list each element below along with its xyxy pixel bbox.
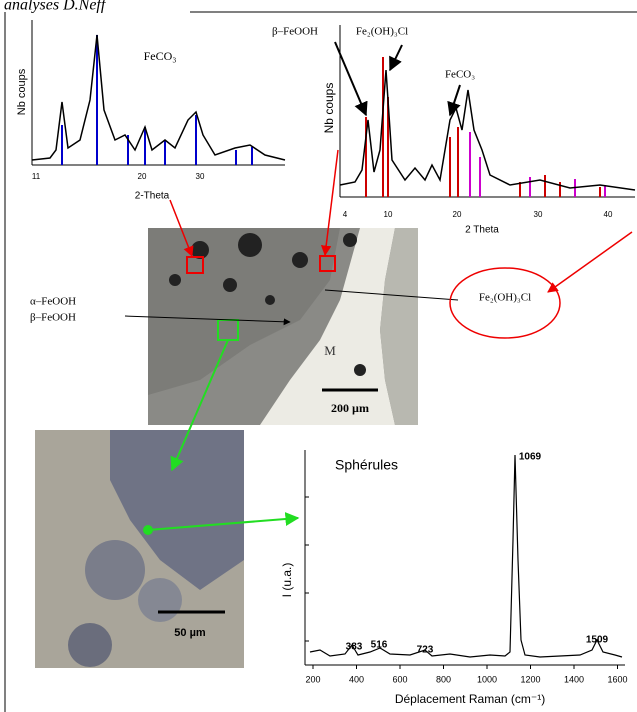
x-tick: 40 — [604, 210, 613, 219]
phase-label: β–FeOOH — [30, 312, 76, 324]
dark-region — [110, 430, 244, 590]
micrograph-large: M 200 µm — [148, 228, 418, 425]
scale-label: 200 µm — [331, 401, 369, 415]
diffractogram — [31, 34, 286, 161]
y-label: Nb coups — [322, 83, 336, 134]
arrow — [147, 512, 300, 531]
phase-label: α–FeOOH — [30, 296, 76, 308]
raman-spectrum: Sphérules I (u.a.) 1069 383 516 723 1509… — [280, 450, 628, 706]
arrow — [124, 315, 291, 326]
peak-label: 1069 — [519, 452, 542, 463]
arrow — [389, 44, 403, 72]
spherule — [85, 540, 145, 600]
micrograph-small: 50 µm — [35, 430, 244, 668]
xrd-right: Nb coups β–FeOOH Fe₂(OH)₃Cl FeCO₃ 4 10 2… — [272, 25, 636, 236]
reference-lines — [469, 132, 606, 197]
peak-label: FeCO₃ — [445, 69, 475, 81]
reference-lines — [365, 57, 601, 197]
x-tick: 30 — [534, 210, 543, 219]
reference-lines — [61, 35, 253, 165]
x-tick: 800 — [436, 674, 451, 684]
arrow — [547, 231, 633, 293]
compound: FeCO₃ — [144, 49, 177, 63]
xrd-left: Nb coups FeCO₃ 11 20 30 2-Theta — [16, 20, 286, 202]
outer-layer — [380, 228, 418, 425]
arrow — [169, 199, 194, 257]
x-tick: 600 — [392, 674, 407, 684]
arrow — [447, 84, 461, 117]
x-tick: 20 — [453, 210, 462, 219]
x-tick: 30 — [196, 172, 205, 181]
x-tick: 400 — [349, 674, 364, 684]
x-tick: 1600 — [607, 674, 627, 684]
region-marker — [186, 256, 204, 274]
x-tick: 10 — [384, 210, 393, 219]
metal-label: M — [324, 343, 336, 358]
y-label: I (u.a.) — [280, 563, 294, 598]
peak-label: β–FeOOH — [272, 26, 318, 38]
y-ticks — [305, 496, 309, 642]
x-tick: 1000 — [477, 674, 497, 684]
peak-label: 723 — [417, 645, 434, 656]
leader-line — [324, 289, 459, 301]
phase-label: Fe₂(OH)₃Cl — [479, 292, 531, 304]
diffractogram — [339, 69, 636, 191]
x-tick: 1200 — [520, 674, 540, 684]
highlight-ellipse — [449, 267, 561, 339]
x-label: 2-Theta — [135, 191, 170, 202]
spectrum — [309, 454, 623, 658]
header: analyses D.Neff — [4, 0, 108, 14]
title: Sphérules — [335, 457, 398, 473]
scale-label: 50 µm — [174, 627, 206, 639]
y-label: Nb coups — [16, 68, 28, 115]
x-tick: 200 — [305, 674, 320, 684]
x-label: Déplacement Raman (cm⁻¹) — [395, 692, 545, 706]
peak-label: 383 — [346, 642, 363, 653]
corrosion-layer — [148, 228, 340, 395]
arrow — [334, 41, 368, 117]
x-tick: 11 — [32, 172, 41, 181]
arrow — [170, 339, 229, 472]
peak-label: 1509 — [586, 635, 609, 646]
x-tick: 1400 — [564, 674, 584, 684]
spherule — [68, 623, 112, 667]
peak-label: Fe₂(OH)₃Cl — [356, 26, 408, 38]
spherule — [138, 578, 182, 622]
x-tick: 4 — [343, 210, 348, 219]
x-tick: 20 — [138, 172, 147, 181]
x-label: 2 Theta — [465, 225, 499, 236]
peak-label: 516 — [371, 640, 388, 651]
arrow — [320, 149, 339, 257]
